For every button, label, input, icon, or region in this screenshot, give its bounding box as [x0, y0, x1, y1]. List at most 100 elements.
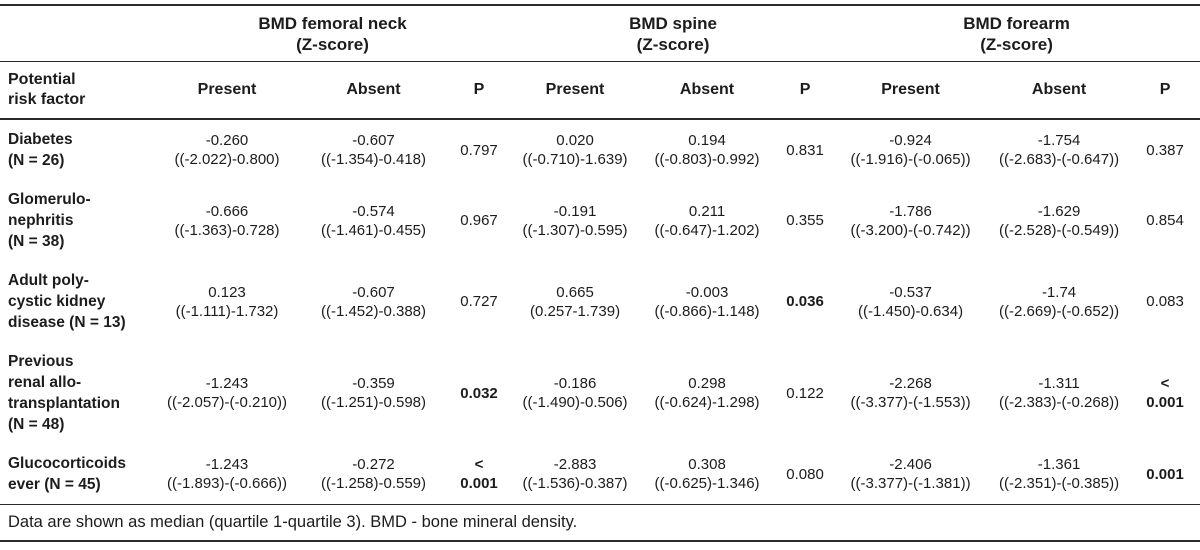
- cell-femoral-present: -1.243 ((-1.893)-(-0.666)): [152, 444, 302, 505]
- iqr-value: (0.257-1.739): [530, 302, 621, 320]
- cell-spine-p: 0.122: [786, 384, 824, 402]
- column-header-spine-p: P: [777, 61, 834, 120]
- cell-spine-absent: 0.298 ((-0.624)-1.298): [637, 342, 777, 444]
- column-header-femoral-present: Present: [152, 61, 302, 120]
- cell-spine-p: 0.036: [786, 293, 824, 310]
- median-value: -0.272: [352, 456, 395, 473]
- cell-forearm-present: -0.537 ((-1.450)-0.634): [833, 261, 988, 342]
- median-value: 0.123: [208, 283, 246, 301]
- cell-spine-present: -0.191 ((-1.307)-0.595): [513, 180, 637, 261]
- iqr-value: ((-2.022)-0.800): [174, 151, 280, 168]
- cell-femoral-p: 0.727: [460, 293, 498, 310]
- cell-spine-absent: -0.003 ((-0.866)-1.148): [637, 261, 777, 342]
- cell-forearm-p: 0.854: [1146, 212, 1184, 229]
- iqr-value: ((-1.354)-0.418): [320, 151, 427, 168]
- iqr-value: ((-1.363)-0.728): [174, 221, 280, 239]
- cell-forearm-present: -2.406 ((-3.377)-(-1.381)): [833, 444, 989, 505]
- iqr-value: ((-1.461)-0.455): [320, 221, 427, 239]
- cell-forearm-present: -2.268 ((-3.377)-(-1.553)): [833, 342, 988, 444]
- cell-femoral-absent: -0.607 ((-1.354)-0.418): [302, 119, 445, 180]
- cell-femoral-p: 0.967: [460, 212, 498, 229]
- median-value: -2.883: [553, 456, 597, 473]
- iqr-value: ((-1.536)-0.387): [522, 475, 628, 492]
- median-value: -1.311: [1038, 375, 1080, 392]
- cell-spine-absent: 0.211 ((-0.647)-1.202): [637, 180, 777, 261]
- cell-forearm-p: 0.083: [1146, 293, 1184, 310]
- iqr-value: ((-1.893)-(-0.666)): [166, 475, 288, 492]
- median-value: -0.191: [553, 202, 597, 220]
- cell-femoral-present: -0.666 ((-1.363)-0.728): [152, 180, 302, 261]
- median-value: -0.607: [352, 132, 395, 149]
- cell-femoral-absent: -0.272 ((-1.258)-0.559): [302, 444, 445, 505]
- column-header-femoral-absent: Absent: [302, 61, 445, 120]
- iqr-value: ((-1.452)-0.388): [320, 302, 427, 320]
- iqr-value: ((-0.624)-1.298): [654, 394, 760, 411]
- cell-femoral-present: 0.123 ((-1.111)-1.732): [152, 261, 302, 342]
- cell-femoral-absent: -0.574 ((-1.461)-0.455): [302, 180, 445, 261]
- risk-factor-label: Glucocorticoids ever (N = 45): [0, 444, 152, 505]
- iqr-value: ((-1.307)-0.595): [522, 221, 628, 239]
- cell-forearm-present: -0.924 ((-1.916)-(-0.065)): [833, 119, 988, 180]
- cell-spine-p: 0.355: [786, 212, 824, 229]
- cell-forearm-absent: -1.311 ((-2.383)-(-0.268)): [988, 342, 1130, 444]
- iqr-value: ((-3.200)-(-0.742)): [850, 221, 971, 239]
- table-row-renal-allotransplantation: Previous renal allo- transplantation (N …: [0, 342, 1200, 444]
- group-header-bmd-spine: BMD spine (Z-score): [513, 5, 834, 62]
- median-value: -1.786: [889, 202, 932, 220]
- median-value: -0.666: [205, 202, 249, 220]
- median-value: -0.537: [889, 283, 932, 301]
- median-value: 0.211: [688, 202, 726, 220]
- table-row-diabetes: Diabetes (N = 26) -0.260 ((-2.022)-0.800…: [0, 119, 1200, 180]
- bmd-risk-factor-table: BMD femoral neck (Z-score) BMD spine (Z-…: [0, 4, 1200, 505]
- table-footnote: Data are shown as median (quartile 1-qua…: [0, 505, 1200, 542]
- risk-factor-label: Glomerulo- nephritis (N = 38): [8, 191, 91, 250]
- median-value: 0.194: [688, 132, 726, 149]
- cell-forearm-present: -1.786 ((-3.200)-(-0.742)): [833, 180, 988, 261]
- cell-forearm-absent: -1.754 ((-2.683)-(-0.647)): [988, 119, 1130, 180]
- cell-femoral-p: < 0.001: [445, 444, 514, 505]
- cell-femoral-present: -0.260 ((-2.022)-0.800): [152, 119, 302, 180]
- median-value: -1.74: [1041, 283, 1077, 301]
- iqr-value: ((-2.057)-(-0.210)): [166, 394, 288, 411]
- iqr-value: ((-1.490)-0.506): [522, 394, 628, 411]
- iqr-value: ((-0.625)-1.346): [654, 475, 760, 492]
- cell-femoral-present: -1.243 ((-2.057)-(-0.210)): [152, 342, 302, 444]
- median-value: 0.298: [688, 375, 726, 392]
- table-row-polycystic-kidney-disease: Adult poly- cystic kidney disease (N = 1…: [0, 261, 1200, 342]
- cell-femoral-absent: -0.607 ((-1.452)-0.388): [302, 261, 445, 342]
- cell-forearm-p: 0.001: [1130, 444, 1200, 505]
- cell-femoral-absent: -0.359 ((-1.251)-0.598): [302, 342, 445, 444]
- column-header-spine-absent: Absent: [637, 61, 778, 120]
- median-value: -0.574: [352, 202, 395, 220]
- column-header-spine-present: Present: [513, 61, 638, 120]
- corner-header-potential-risk-factor: Potential risk factor: [0, 61, 152, 120]
- cell-forearm-p: < 0.001: [1146, 375, 1184, 411]
- median-value: -0.924: [889, 132, 932, 149]
- median-value: -1.629: [1037, 202, 1081, 220]
- group-header-bmd-femoral-neck: BMD femoral neck (Z-score): [152, 5, 514, 62]
- iqr-value: ((-0.866)-1.148): [654, 302, 760, 320]
- column-header-forearm-p: P: [1130, 61, 1200, 120]
- median-value: -0.260: [205, 132, 249, 149]
- cell-forearm-absent: -1.74 ((-2.669)-(-0.652)): [988, 261, 1130, 342]
- iqr-value: ((-2.383)-(-0.268)): [999, 394, 1120, 411]
- risk-factor-label: Adult poly- cystic kidney disease (N = 1…: [8, 272, 126, 331]
- cell-spine-p: 0.831: [786, 141, 824, 159]
- iqr-value: ((-0.647)-1.202): [654, 221, 760, 239]
- iqr-value: ((-2.528)-(-0.549)): [999, 221, 1120, 239]
- median-value: -0.186: [553, 375, 597, 392]
- cell-spine-absent: 0.308 ((-0.625)-1.346): [637, 444, 778, 505]
- iqr-value: ((-3.377)-(-1.553)): [850, 394, 971, 411]
- cell-spine-present: 0.020 ((-0.710)-1.639): [513, 119, 637, 180]
- median-value: -1.243: [205, 375, 249, 392]
- median-value: -0.359: [352, 375, 395, 392]
- iqr-value: ((-1.111)-1.732): [175, 302, 279, 320]
- risk-factor-label: Diabetes (N = 26): [8, 131, 73, 169]
- column-header-forearm-present: Present: [833, 61, 989, 120]
- group-header-bmd-forearm: BMD forearm (Z-score): [833, 5, 1200, 62]
- column-header-row: Potential risk factor Present Absent P P…: [0, 61, 1200, 120]
- median-value: -0.003: [685, 283, 729, 301]
- cell-spine-absent: 0.194 ((-0.803)-0.992): [637, 119, 777, 180]
- iqr-value: ((-2.351)-(-0.385)): [999, 475, 1120, 492]
